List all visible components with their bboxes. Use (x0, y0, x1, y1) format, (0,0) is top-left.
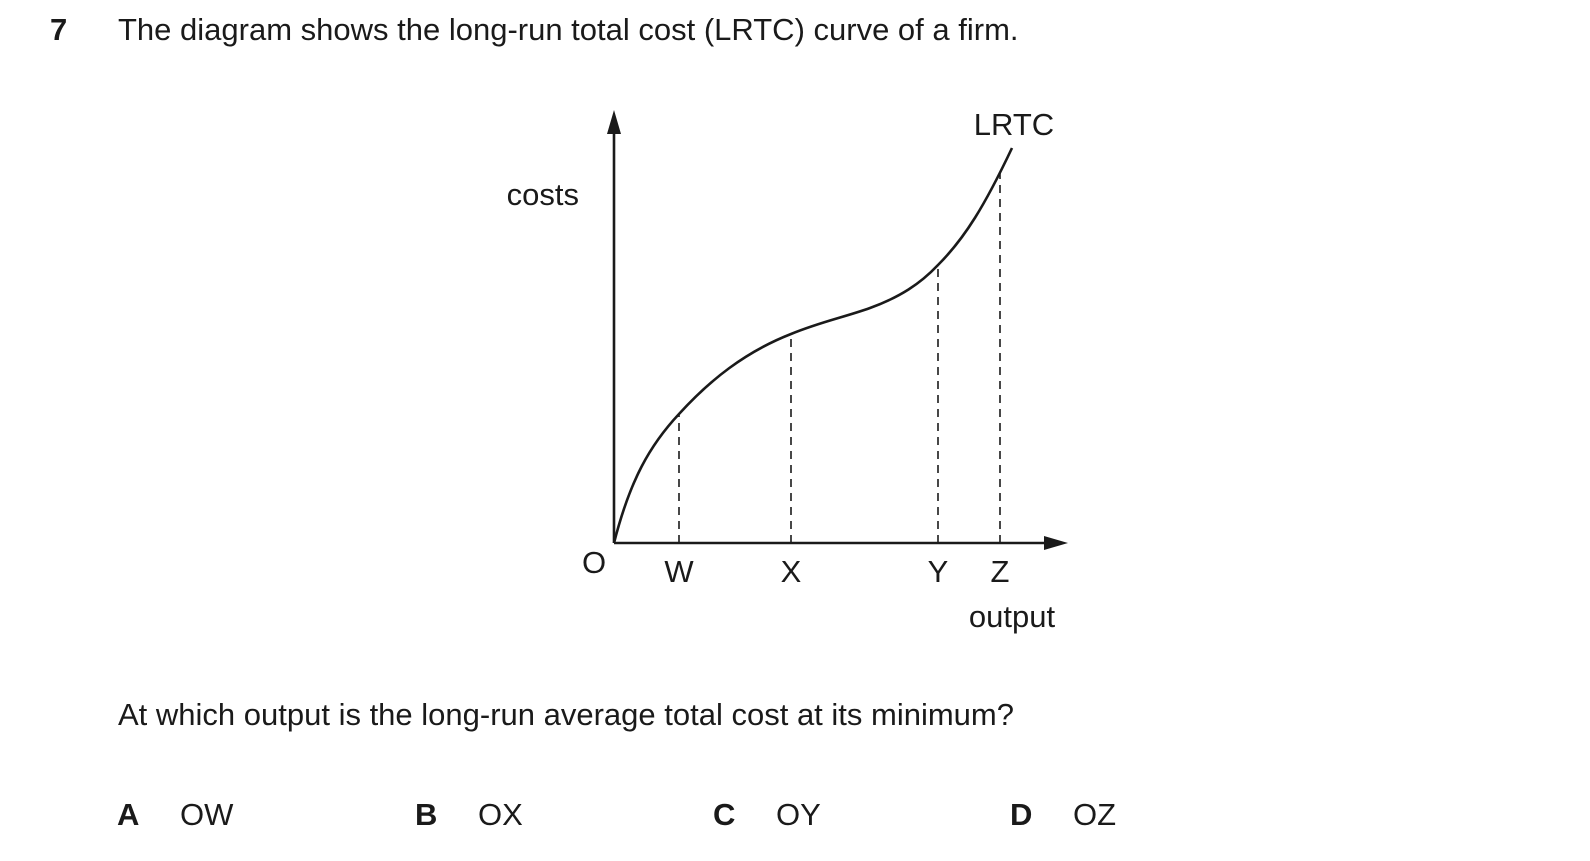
option-c-letter: C (713, 797, 736, 832)
origin-label: O (582, 545, 606, 580)
curve-label: LRTC (974, 107, 1054, 142)
y-axis-label: costs (507, 177, 579, 212)
option-c-text: OY (776, 797, 821, 832)
option-b[interactable]: B OX (415, 795, 523, 835)
option-b-text: OX (478, 797, 523, 832)
question-number: 7 (50, 12, 68, 47)
x-marker-w: W (664, 554, 694, 589)
question-prompt: At which output is the long-run average … (118, 697, 1014, 732)
question-stem: The diagram shows the long-run total cos… (118, 12, 1019, 47)
x-marker-y: Y (928, 554, 949, 589)
option-a[interactable]: A OW (117, 795, 233, 835)
option-d[interactable]: D OZ (1010, 795, 1116, 835)
lrtc-curve (612, 147, 1014, 544)
x-marker-x: X (781, 554, 802, 589)
option-c[interactable]: C OY (713, 795, 821, 835)
option-a-text: OW (180, 797, 234, 832)
option-a-letter: A (117, 797, 140, 832)
x-axis-label: output (969, 599, 1056, 634)
x-axis-arrowhead (1044, 536, 1068, 550)
option-d-text: OZ (1073, 797, 1117, 832)
y-axis-arrowhead (607, 110, 621, 134)
x-marker-z: Z (991, 554, 1010, 589)
option-b-letter: B (415, 797, 438, 832)
option-d-letter: D (1010, 797, 1033, 832)
